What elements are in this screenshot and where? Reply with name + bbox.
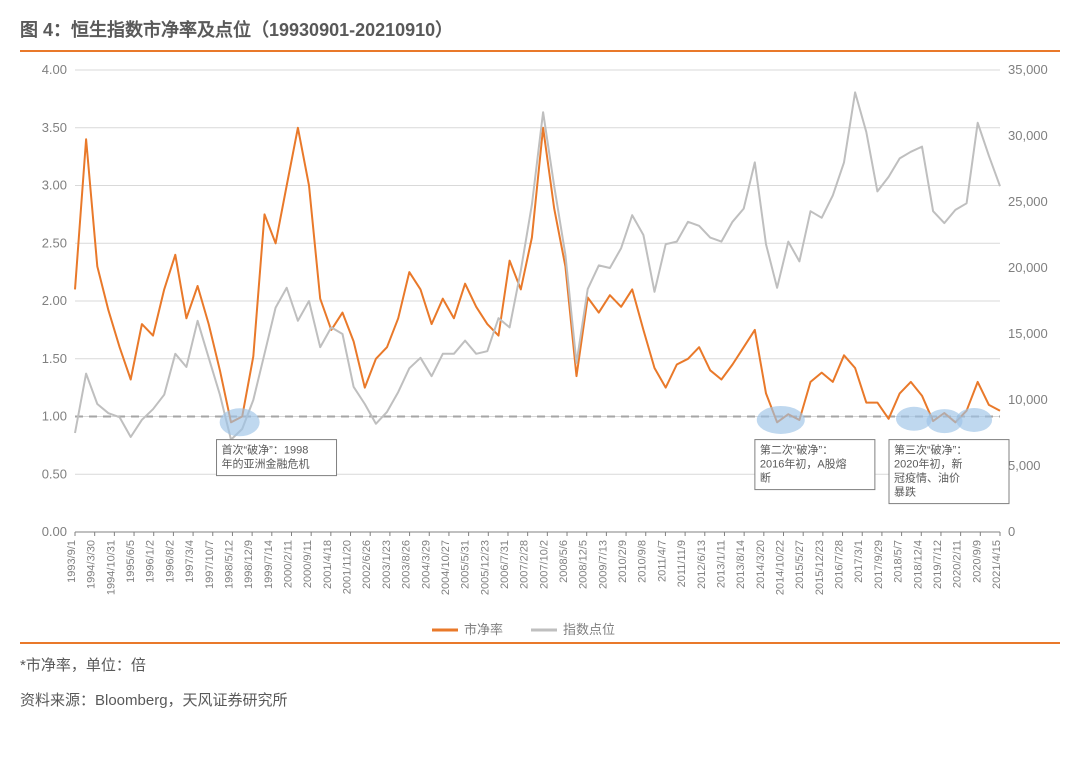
svg-text:1998/12/9: 1998/12/9 <box>243 540 255 589</box>
svg-text:2020年初，新: 2020年初，新 <box>894 457 962 471</box>
svg-text:首次“破净”：1998: 首次“破净”：1998 <box>222 443 309 457</box>
svg-text:2013/1/11: 2013/1/11 <box>715 540 727 588</box>
svg-text:0: 0 <box>1008 524 1015 539</box>
svg-text:断: 断 <box>760 471 771 485</box>
svg-text:1996/8/2: 1996/8/2 <box>164 540 176 583</box>
svg-text:2017/9/29: 2017/9/29 <box>873 540 885 589</box>
svg-text:2011/11/9: 2011/11/9 <box>676 540 688 587</box>
svg-text:2001/11/20: 2001/11/20 <box>342 540 354 594</box>
svg-text:1997/10/7: 1997/10/7 <box>204 540 216 589</box>
svg-text:5,000: 5,000 <box>1008 458 1041 473</box>
chart-container: 0.00 0.50 1.00 1.50 2.00 2.50 3.00 3.50 4.00 0 5,0… <box>20 52 1060 642</box>
svg-text:3.00: 3.00 <box>42 178 67 193</box>
svg-text:2018/12/4: 2018/12/4 <box>912 540 924 589</box>
svg-text:2015/5/27: 2015/5/27 <box>794 540 806 589</box>
svg-text:冠疫情、油价: 冠疫情、油价 <box>894 471 960 485</box>
svg-text:2006/7/31: 2006/7/31 <box>499 540 511 589</box>
svg-text:4.00: 4.00 <box>42 62 67 77</box>
svg-text:2021/4/15: 2021/4/15 <box>991 540 1003 589</box>
svg-text:2000/2/11: 2000/2/11 <box>282 540 294 588</box>
svg-text:第二次“破净”：: 第二次“破净”： <box>760 443 833 457</box>
svg-text:年的亚洲金融危机: 年的亚洲金融危机 <box>222 457 310 471</box>
footnote-text: *市净率，单位：倍 <box>20 644 1060 675</box>
svg-text:2016年初，A股熔: 2016年初，A股熔 <box>760 457 847 471</box>
svg-text:2004/10/27: 2004/10/27 <box>440 540 452 595</box>
svg-text:25,000: 25,000 <box>1008 194 1048 209</box>
svg-text:指数点位: 指数点位 <box>563 622 615 637</box>
svg-text:1999/7/14: 1999/7/14 <box>263 540 275 589</box>
svg-text:2.00: 2.00 <box>42 293 67 308</box>
svg-text:2018/5/7: 2018/5/7 <box>893 540 905 583</box>
svg-text:第三次“破净”：: 第三次“破净”： <box>894 443 967 457</box>
svg-text:2003/8/26: 2003/8/26 <box>401 540 413 589</box>
svg-text:2009/7/13: 2009/7/13 <box>597 540 609 589</box>
svg-text:2020/9/9: 2020/9/9 <box>971 540 983 583</box>
svg-text:3.50: 3.50 <box>42 120 67 135</box>
svg-text:2013/8/14: 2013/8/14 <box>735 540 747 589</box>
svg-text:2020/2/11: 2020/2/11 <box>952 540 964 588</box>
svg-text:1995/6/5: 1995/6/5 <box>125 540 137 583</box>
svg-text:2007/2/28: 2007/2/28 <box>519 540 531 589</box>
svg-text:1.50: 1.50 <box>42 351 67 366</box>
svg-text:2004/3/29: 2004/3/29 <box>420 540 432 589</box>
svg-text:1996/1/2: 1996/1/2 <box>145 540 157 583</box>
svg-text:2005/5/31: 2005/5/31 <box>460 540 472 589</box>
svg-text:2003/1/23: 2003/1/23 <box>381 540 393 589</box>
chart-title: 图 4：恒生指数市净率及点位（19930901-20210910） <box>20 10 1060 50</box>
svg-text:2007/10/2: 2007/10/2 <box>538 540 550 589</box>
dual-axis-line-chart: 0.00 0.50 1.00 1.50 2.00 2.50 3.00 3.50 4.00 0 5,0… <box>20 60 1060 642</box>
svg-text:2017/3/1: 2017/3/1 <box>853 540 865 583</box>
svg-text:2019/7/12: 2019/7/12 <box>932 540 944 589</box>
svg-text:2010/2/9: 2010/2/9 <box>617 540 629 583</box>
svg-text:1993/9/1: 1993/9/1 <box>66 540 78 583</box>
svg-text:1994/10/31: 1994/10/31 <box>105 540 117 595</box>
svg-text:1997/3/4: 1997/3/4 <box>184 540 196 583</box>
svg-text:2011/4/7: 2011/4/7 <box>656 540 668 582</box>
svg-text:2008/5/6: 2008/5/6 <box>558 540 570 583</box>
svg-text:1.00: 1.00 <box>42 409 67 424</box>
svg-text:2008/12/5: 2008/12/5 <box>578 540 590 589</box>
svg-text:市净率: 市净率 <box>464 622 503 637</box>
svg-text:0.50: 0.50 <box>42 466 67 481</box>
svg-text:2012/6/13: 2012/6/13 <box>696 540 708 589</box>
svg-text:2002/6/26: 2002/6/26 <box>361 540 373 589</box>
svg-text:暴跌: 暴跌 <box>894 485 916 499</box>
svg-text:35,000: 35,000 <box>1008 62 1048 77</box>
svg-text:2016/7/28: 2016/7/28 <box>834 540 846 589</box>
svg-text:2014/10/22: 2014/10/22 <box>775 540 787 595</box>
svg-text:10,000: 10,000 <box>1008 392 1048 407</box>
svg-text:2014/3/20: 2014/3/20 <box>755 540 767 589</box>
svg-text:1998/5/12: 1998/5/12 <box>223 540 235 589</box>
svg-text:15,000: 15,000 <box>1008 326 1048 341</box>
svg-text:1994/3/30: 1994/3/30 <box>86 540 98 589</box>
page: 图 4：恒生指数市净率及点位（19930901-20210910） 0.000.… <box>0 0 1080 776</box>
svg-text:2015/12/23: 2015/12/23 <box>814 540 826 595</box>
svg-text:2.50: 2.50 <box>42 235 67 250</box>
svg-text:30,000: 30,000 <box>1008 128 1048 143</box>
svg-text:2000/9/11: 2000/9/11 <box>302 540 314 588</box>
svg-text:0.00: 0.00 <box>42 524 67 539</box>
svg-text:2005/12/23: 2005/12/23 <box>479 540 491 595</box>
svg-text:2010/9/8: 2010/9/8 <box>637 540 649 583</box>
source-text: 资料来源：Bloomberg，天风证券研究所 <box>20 675 1060 710</box>
svg-text:20,000: 20,000 <box>1008 260 1048 275</box>
svg-text:2001/4/18: 2001/4/18 <box>322 540 334 589</box>
